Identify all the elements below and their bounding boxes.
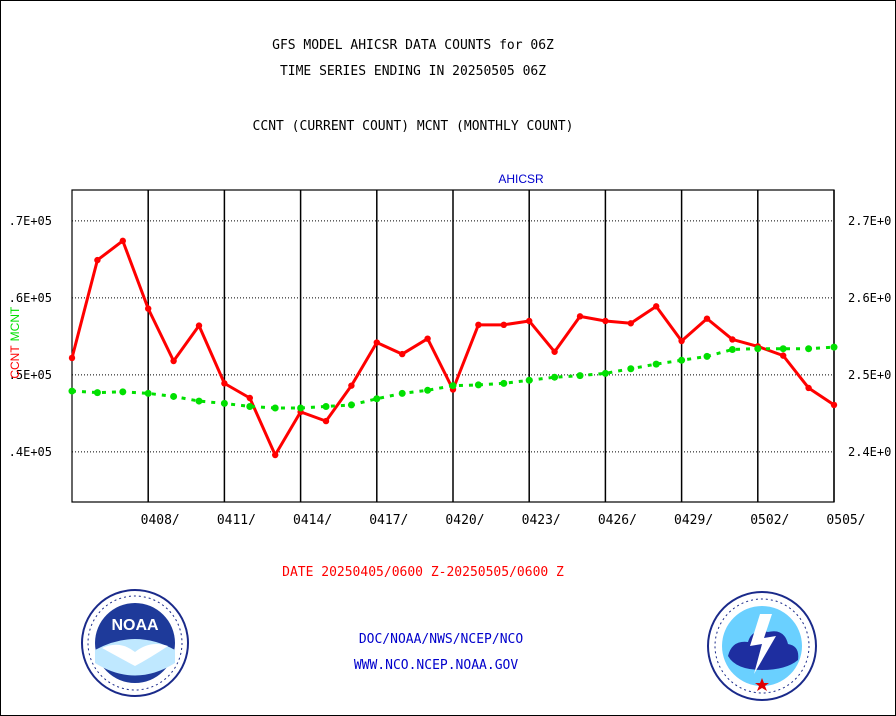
data-point-mcnt: [144, 389, 152, 397]
data-point-mcnt: [68, 387, 76, 395]
data-point-ccnt: [475, 321, 482, 329]
x-tick-label: 0423/: [522, 513, 561, 528]
data-point-mcnt: [830, 343, 838, 351]
y-tick-label-right: 2.7E+0: [848, 214, 891, 228]
data-point-mcnt: [474, 381, 482, 389]
data-point-ccnt: [170, 357, 177, 365]
chart-subtitle: CCNT (CURRENT COUNT) MCNT (MONTHLY COUNT…: [252, 119, 574, 134]
data-point-ccnt: [780, 352, 787, 359]
data-point-mcnt: [93, 389, 101, 397]
data-point-ccnt: [729, 336, 736, 343]
date-range-label: DATE 20250405/0600 Z-20250505/0600 Z: [282, 565, 564, 580]
data-point-mcnt: [424, 386, 432, 394]
data-point-ccnt: [246, 394, 253, 402]
data-point-mcnt: [576, 372, 584, 380]
data-point-mcnt: [500, 379, 508, 387]
data-point-mcnt: [627, 365, 635, 373]
noaa-logo-text: NOAA: [111, 617, 159, 634]
data-point-ccnt: [830, 401, 838, 409]
data-point-mcnt: [271, 404, 279, 412]
x-tick-label: 0420/: [445, 513, 484, 528]
data-point-mcnt: [195, 397, 203, 405]
chart-title-line2: TIME SERIES ENDING IN 20250505 06Z: [279, 64, 547, 79]
y-axis-label-ccnt: CCNT: [8, 345, 22, 379]
x-tick-label: 0505/: [826, 513, 865, 528]
data-point-mcnt: [322, 402, 330, 410]
y-tick-label-left: .6E+05: [9, 291, 52, 305]
data-point-ccnt: [500, 321, 507, 329]
x-tick-label: 0502/: [750, 513, 789, 528]
data-point-mcnt: [754, 345, 762, 353]
data-point-mcnt: [373, 395, 381, 403]
website-link[interactable]: WWW.NCO.NCEP.NOAA.GOV: [353, 658, 519, 673]
data-point-ccnt: [272, 451, 279, 459]
data-point-mcnt: [170, 392, 178, 400]
x-tick-label: 0429/: [674, 513, 713, 528]
data-point-ccnt: [678, 337, 685, 345]
data-point-mcnt: [779, 345, 787, 353]
data-point-ccnt: [551, 348, 558, 355]
y-tick-label-left: .4E+05: [9, 445, 52, 459]
data-point-ccnt: [348, 382, 355, 389]
plot-title: AHICSR: [498, 172, 544, 186]
x-tick-label: 0417/: [369, 513, 408, 528]
data-point-ccnt: [703, 315, 711, 322]
y-tick-label-right: 2.5E+0: [848, 368, 891, 382]
data-point-ccnt: [805, 384, 812, 392]
y-tick-label-left: .7E+05: [9, 214, 52, 228]
y-axis-label-mcnt: MCNT: [8, 306, 22, 341]
data-point-ccnt: [94, 256, 101, 264]
data-point-ccnt: [424, 335, 431, 342]
chart-title-line1: GFS MODEL AHICSR DATA COUNTS for 06Z: [272, 38, 554, 53]
data-point-ccnt: [526, 317, 533, 325]
data-point-ccnt: [195, 322, 203, 329]
x-tick-label: 0414/: [293, 513, 332, 528]
data-point-mcnt: [119, 388, 127, 396]
data-point-mcnt: [805, 345, 813, 353]
national-weather-service-logo-icon: [707, 591, 817, 701]
data-point-ccnt: [602, 317, 609, 325]
data-point-mcnt: [246, 402, 254, 410]
data-point-ccnt: [653, 303, 660, 310]
x-tick-label: 0408/: [141, 513, 180, 528]
data-point-mcnt: [678, 356, 686, 364]
data-point-mcnt: [551, 373, 559, 381]
data-point-ccnt: [119, 237, 127, 245]
data-point-mcnt: [728, 345, 736, 353]
org-path-label: DOC/NOAA/NWS/NCEP/NCO: [358, 632, 524, 647]
data-point-ccnt: [221, 380, 228, 387]
data-point-ccnt: [145, 305, 152, 312]
y-tick-label-right: 2.4E+0: [848, 445, 891, 459]
x-tick-label: 0426/: [598, 513, 637, 528]
data-point-mcnt: [398, 389, 406, 397]
data-point-ccnt: [627, 320, 634, 327]
data-point-mcnt: [525, 376, 533, 384]
data-point-ccnt: [576, 313, 584, 320]
data-point-mcnt: [449, 382, 457, 390]
data-point-ccnt: [373, 339, 380, 346]
y-tick-label-right: 2.6E+0: [848, 291, 891, 305]
data-point-mcnt: [347, 401, 355, 409]
data-point-ccnt: [399, 350, 406, 358]
data-point-mcnt: [220, 399, 228, 407]
data-point-mcnt: [297, 404, 305, 412]
x-tick-label: 0411/: [217, 513, 256, 528]
data-point-mcnt: [703, 352, 711, 360]
y-tick-label-left: .5E+05: [9, 368, 52, 382]
data-point-mcnt: [652, 360, 660, 368]
data-point-ccnt: [68, 354, 76, 362]
data-point-ccnt: [322, 417, 330, 425]
noaa-logo-icon: NOAA: [81, 589, 189, 697]
data-point-mcnt: [601, 369, 609, 377]
